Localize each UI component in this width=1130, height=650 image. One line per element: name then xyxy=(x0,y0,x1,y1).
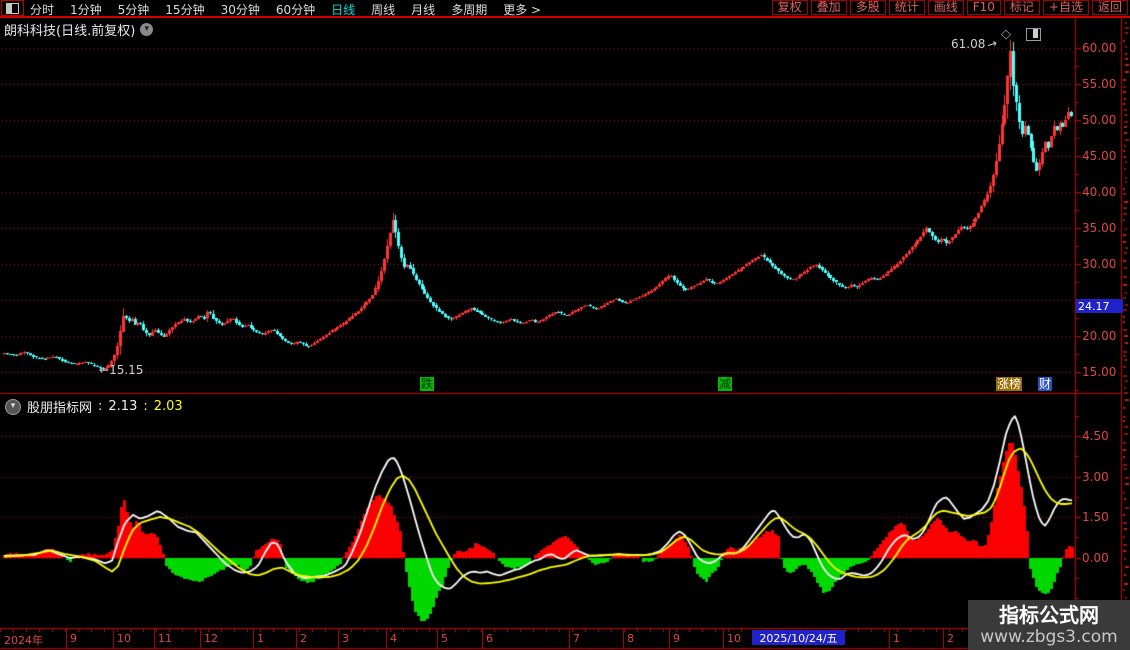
last-price-tag: 24.17 xyxy=(1076,299,1123,313)
timeframe-list: 分时 1分钟 5分钟 15分钟 30分钟 60分钟 日线 周线 月线 多周期 更多 > xyxy=(30,1,541,18)
collapse-chevron-icon[interactable]: ▾ xyxy=(5,398,21,415)
stock-title: 朗科科技(日线.前复权) xyxy=(4,24,136,39)
indicator-axis-label: 1.50 xyxy=(1082,510,1109,524)
month-separator xyxy=(889,629,890,648)
month-separator xyxy=(482,629,483,648)
month-label: 9 xyxy=(673,632,680,645)
indicator-value-1: 2.13 xyxy=(108,399,138,414)
watermark-title: 指标公式网 xyxy=(999,603,1099,627)
layout-icon[interactable] xyxy=(1,0,24,16)
month-separator xyxy=(296,629,297,648)
month-label: 10 xyxy=(727,632,741,645)
chart-marker-gold[interactable]: 涨榜 xyxy=(996,377,1023,391)
chevron-down-icon[interactable]: ▾ xyxy=(140,23,154,36)
toolbar-button[interactable]: +自选 xyxy=(1042,0,1089,15)
timeframe-item[interactable]: 多周期 xyxy=(451,3,488,17)
month-label: 1 xyxy=(893,632,900,645)
price-axis-label: 35.00 xyxy=(1082,221,1117,235)
mini-layout-icon[interactable] xyxy=(1026,28,1041,41)
price-axis-label: 15.00 xyxy=(1082,365,1117,379)
indicator-axis-label: 0.00 xyxy=(1082,551,1109,565)
month-separator xyxy=(437,629,438,648)
diamond-icon: ◇ xyxy=(1001,27,1011,42)
month-separator xyxy=(253,629,254,648)
arrow-right-icon: → xyxy=(985,35,1000,53)
month-label: 2 xyxy=(947,632,954,645)
timeframe-item[interactable]: 30分钟 xyxy=(220,3,260,17)
split-window-icon xyxy=(6,2,19,14)
month-label: 11 xyxy=(158,632,172,645)
chart-marker-blue[interactable]: 财 xyxy=(1038,377,1053,391)
toolbar-button[interactable]: 复权 xyxy=(771,0,808,15)
high-price-annotation: 61.08→ xyxy=(951,35,1000,53)
toolbar-button[interactable]: 统计 xyxy=(888,0,925,15)
timeframe-item[interactable]: 分时 xyxy=(30,3,55,17)
toolbar-button[interactable]: 返回 xyxy=(1091,0,1128,15)
price-axis-label: 45.00 xyxy=(1082,149,1117,163)
timeframe-item[interactable]: 更多 > xyxy=(503,3,542,17)
low-price-annotation: ←15.15 xyxy=(99,363,144,377)
month-separator xyxy=(66,629,67,648)
chart-marker-green[interactable]: 减 xyxy=(718,377,733,391)
indicator-axis-label: 3.00 xyxy=(1082,470,1109,484)
month-label: 6 xyxy=(486,632,493,645)
timeframe-item[interactable]: 15分钟 xyxy=(165,3,205,17)
month-label: 2024年 xyxy=(4,634,43,647)
timeline-ticks xyxy=(0,629,1122,632)
timeframe-item[interactable]: 60分钟 xyxy=(275,3,316,17)
toolbar-button[interactable]: 画线 xyxy=(927,0,964,15)
watermark-url: www.zbgs3.com xyxy=(980,627,1118,647)
indicator-value-2: 2.03 xyxy=(153,399,183,414)
month-label: 3 xyxy=(342,632,349,645)
toolbar-button[interactable]: 多股 xyxy=(849,0,886,15)
price-axis-label: 50.00 xyxy=(1082,113,1117,127)
month-separator xyxy=(569,629,570,648)
month-separator xyxy=(623,629,624,648)
month-separator xyxy=(338,629,339,648)
month-label: 7 xyxy=(573,632,580,645)
month-separator xyxy=(386,629,387,648)
month-label: 1 xyxy=(257,632,264,645)
month-separator xyxy=(723,629,724,648)
price-axis-label: 55.00 xyxy=(1082,77,1117,91)
month-separator xyxy=(943,629,944,648)
price-axis-label: 20.00 xyxy=(1082,329,1117,343)
toolbar-button[interactable]: 叠加 xyxy=(810,0,847,15)
timeframe-item[interactable]: 周线 xyxy=(371,3,396,17)
chart-marker-green[interactable]: 跌 xyxy=(420,377,435,391)
top-toolbar: 分时 1分钟 5分钟 15分钟 30分钟 60分钟 日线 周线 月线 多周期 更多 > 复权 叠加 多股… xyxy=(0,0,1130,18)
month-separator xyxy=(200,629,201,648)
indicator-axis-label: 4.50 xyxy=(1082,429,1109,443)
timeframe-item[interactable]: 月线 xyxy=(411,3,436,17)
month-label: 5 xyxy=(441,632,448,645)
timeframe-item[interactable]: 日线 xyxy=(331,3,356,17)
watermark: 指标公式网 www.zbgs3.com xyxy=(968,600,1130,650)
toolbar-button[interactable]: 标记 xyxy=(1003,0,1040,15)
month-label: 9 xyxy=(70,632,77,645)
month-label: 10 xyxy=(117,632,131,645)
month-label: 2 xyxy=(300,632,307,645)
indicator-title-row: ▾ 股朋指标网 : 2.13 : 2.03 xyxy=(5,397,183,416)
month-label: 4 xyxy=(390,632,397,645)
month-separator xyxy=(113,629,114,648)
current-date-tag: 2025/10/24/五 xyxy=(752,630,845,645)
month-separator xyxy=(154,629,155,648)
arrow-left-icon: ← xyxy=(99,363,110,377)
timeframe-item[interactable]: 5分钟 xyxy=(117,3,150,17)
toolbar-button[interactable]: F10 xyxy=(966,0,1001,15)
timeframe-item[interactable]: 1分钟 xyxy=(70,3,102,17)
price-axis-label: 40.00 xyxy=(1082,185,1117,199)
chart-title-row: 朗科科技(日线.前复权) ▾ xyxy=(4,20,154,39)
indicator-name[interactable]: 股朋指标网 xyxy=(27,401,93,416)
price-axis-label: 60.00 xyxy=(1082,41,1117,55)
price-axis-label: 30.00 xyxy=(1082,257,1117,271)
month-separator xyxy=(669,629,670,648)
month-label: 8 xyxy=(627,632,634,645)
month-label: 12 xyxy=(204,632,218,645)
toolbar-right-buttons: 复权 叠加 多股 统计 画线 F10 标记 +自选 返回 xyxy=(771,0,1128,15)
